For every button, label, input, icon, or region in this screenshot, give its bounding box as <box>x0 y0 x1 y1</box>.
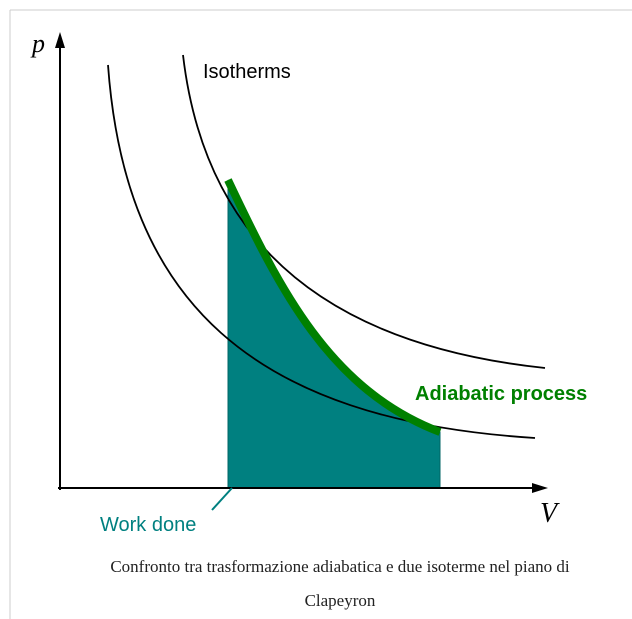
x-axis-arrow <box>532 483 548 493</box>
isotherms-label: Isotherms <box>203 61 291 83</box>
adiabatic-label: Adiabatic process <box>415 383 587 405</box>
adiabatic-curve <box>224 178 442 436</box>
x-axis-label: V <box>540 498 560 529</box>
caption-line: Clapeyron <box>305 591 376 610</box>
work-area <box>227 179 441 489</box>
y-axis-arrow <box>55 32 65 48</box>
caption-line: Confronto tra trasformazione adiabatica … <box>110 557 570 576</box>
isotherm-outer <box>182 54 546 369</box>
y-axis-label: p <box>30 29 45 58</box>
work-label: Work done <box>100 514 196 536</box>
work-pointer <box>211 487 233 511</box>
